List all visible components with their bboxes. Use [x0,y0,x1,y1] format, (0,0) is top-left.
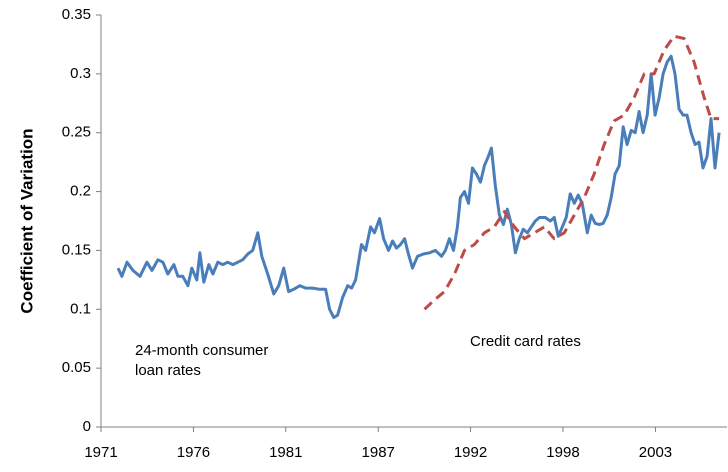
x-tick-label: 1981 [269,444,302,461]
annotation: Credit card rates [470,333,581,350]
y-tick-label: 0.35 [62,6,91,23]
series-line [116,54,721,319]
y-tick-label: 0 [83,418,91,435]
y-tick-label: 0.3 [70,65,91,82]
y-tick-label: 0.2 [70,183,91,200]
annotation: loan rates [135,362,201,379]
x-tick-label: 2003 [639,444,672,461]
y-tick-label: 0.15 [62,241,91,258]
annotation: 24-month consumer [135,342,268,359]
x-tick-label: 1992 [454,444,487,461]
x-tick-label: 1976 [177,444,210,461]
y-tick-label: 0.05 [62,359,91,376]
y-tick-label: 0.25 [62,124,91,141]
x-tick-label: 1987 [362,444,395,461]
x-tick-label: 1971 [84,444,117,461]
y-axis-label: Coefficient of Variation [17,128,36,313]
series-line [423,34,720,311]
x-tick-label: 1998 [546,444,579,461]
y-tick-label: 0.1 [70,300,91,317]
